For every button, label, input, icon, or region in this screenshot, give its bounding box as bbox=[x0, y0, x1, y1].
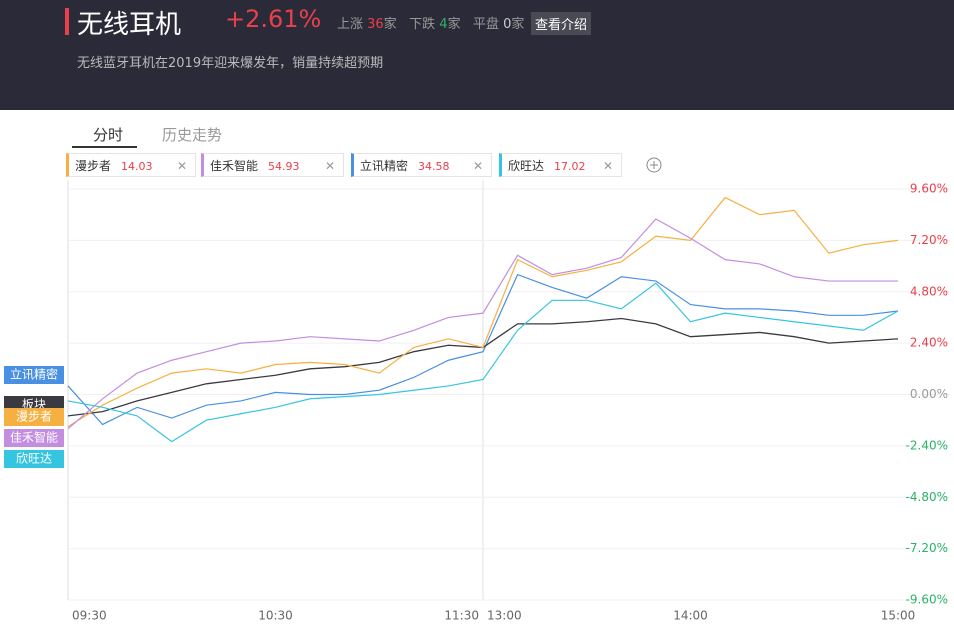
intro-button[interactable]: 查看介绍 bbox=[531, 12, 592, 35]
legend-swatch bbox=[4, 429, 64, 447]
count: 4 bbox=[439, 17, 448, 32]
y-tick-label: -9.60% bbox=[906, 593, 948, 607]
chip-text: 54.93 bbox=[268, 160, 300, 173]
stock-chip[interactable]: 立讯精密 34.58 ✕ bbox=[351, 153, 492, 177]
subtitle: 无线蓝牙耳机在2019年迎来爆发年，销量持续超预期 bbox=[77, 56, 384, 71]
close[interactable]: ✕ bbox=[472, 159, 483, 173]
y-tick-label: 4.80% bbox=[910, 284, 948, 298]
legend-label: 佳禾智能 bbox=[10, 430, 58, 445]
y-tick-label: 0.00% bbox=[910, 387, 948, 401]
tab[interactable]: 分时 bbox=[93, 126, 124, 144]
legend-label: 欣旺达 bbox=[16, 452, 52, 466]
series-line bbox=[67, 273, 899, 426]
chip-text: 17.02 bbox=[554, 160, 586, 173]
add-icon-plus bbox=[650, 161, 658, 169]
unit: 家 bbox=[383, 17, 397, 32]
stock-chip[interactable]: 欣旺达 17.02 ✕ bbox=[499, 153, 622, 177]
close[interactable]: ✕ bbox=[176, 159, 187, 173]
title: 无线耳机 bbox=[77, 10, 182, 40]
y-tick-label: 7.20% bbox=[910, 233, 948, 247]
change: +2.61% bbox=[225, 5, 322, 33]
y-tick-label: 9.60% bbox=[910, 182, 948, 196]
close[interactable]: ✕ bbox=[324, 159, 335, 173]
y-tick-label: -4.80% bbox=[906, 490, 948, 504]
y-tick-label: -7.20% bbox=[906, 541, 948, 555]
legend-label: 立讯精密 bbox=[10, 367, 58, 382]
header: 无线耳机 +2.61% 上涨 36家 下跌 4家 平盘 0家 查看介绍 无线蓝牙… bbox=[0, 0, 954, 110]
label: 下跌 bbox=[409, 17, 436, 32]
legend-swatch bbox=[4, 450, 64, 468]
legend-label: 漫步者 bbox=[16, 410, 52, 424]
chip-text: 34.58 bbox=[418, 160, 450, 173]
series-line bbox=[67, 282, 899, 443]
accent bbox=[65, 8, 69, 35]
chip-text: 佳禾智能 bbox=[210, 159, 259, 173]
tab[interactable]: 历史走势 bbox=[162, 126, 223, 144]
chip-text: 欣旺达 bbox=[508, 159, 545, 173]
label: 上涨 bbox=[337, 17, 364, 32]
legend-swatch bbox=[4, 366, 64, 384]
series-line bbox=[67, 196, 899, 428]
x-tick-label: 09:30 bbox=[72, 609, 107, 623]
tab-underline bbox=[72, 146, 137, 148]
x-tick-label: 10:30 bbox=[258, 609, 293, 623]
x-tick-label: 11:30 bbox=[444, 609, 479, 623]
chip-text: 14.03 bbox=[121, 160, 153, 173]
y-tick-label: 2.40% bbox=[910, 336, 948, 350]
stock-chip[interactable]: 佳禾智能 54.93 ✕ bbox=[201, 153, 344, 177]
stock-chip[interactable]: 漫步者 14.03 ✕ bbox=[66, 153, 196, 177]
count: 36 bbox=[367, 17, 384, 32]
counts: 上涨 36家 下跌 4家 平盘 0家 bbox=[337, 13, 524, 32]
chip-text: 漫步者 bbox=[75, 159, 112, 173]
x-tick-label: 14:00 bbox=[673, 609, 708, 623]
x-tick-label: 15:00 bbox=[881, 609, 916, 623]
close[interactable]: ✕ bbox=[602, 159, 613, 173]
add-icon[interactable] bbox=[646, 157, 662, 173]
series-line bbox=[67, 218, 898, 430]
label: 平盘 bbox=[472, 17, 499, 32]
unit: 家 bbox=[511, 17, 525, 32]
chip-text: 立讯精密 bbox=[360, 159, 409, 173]
x-tick-label: 13:00 bbox=[487, 609, 522, 623]
unit: 家 bbox=[447, 17, 461, 32]
count: 0 bbox=[503, 17, 512, 32]
legend-swatch bbox=[4, 408, 64, 426]
y-tick-label: -2.40% bbox=[906, 438, 948, 452]
